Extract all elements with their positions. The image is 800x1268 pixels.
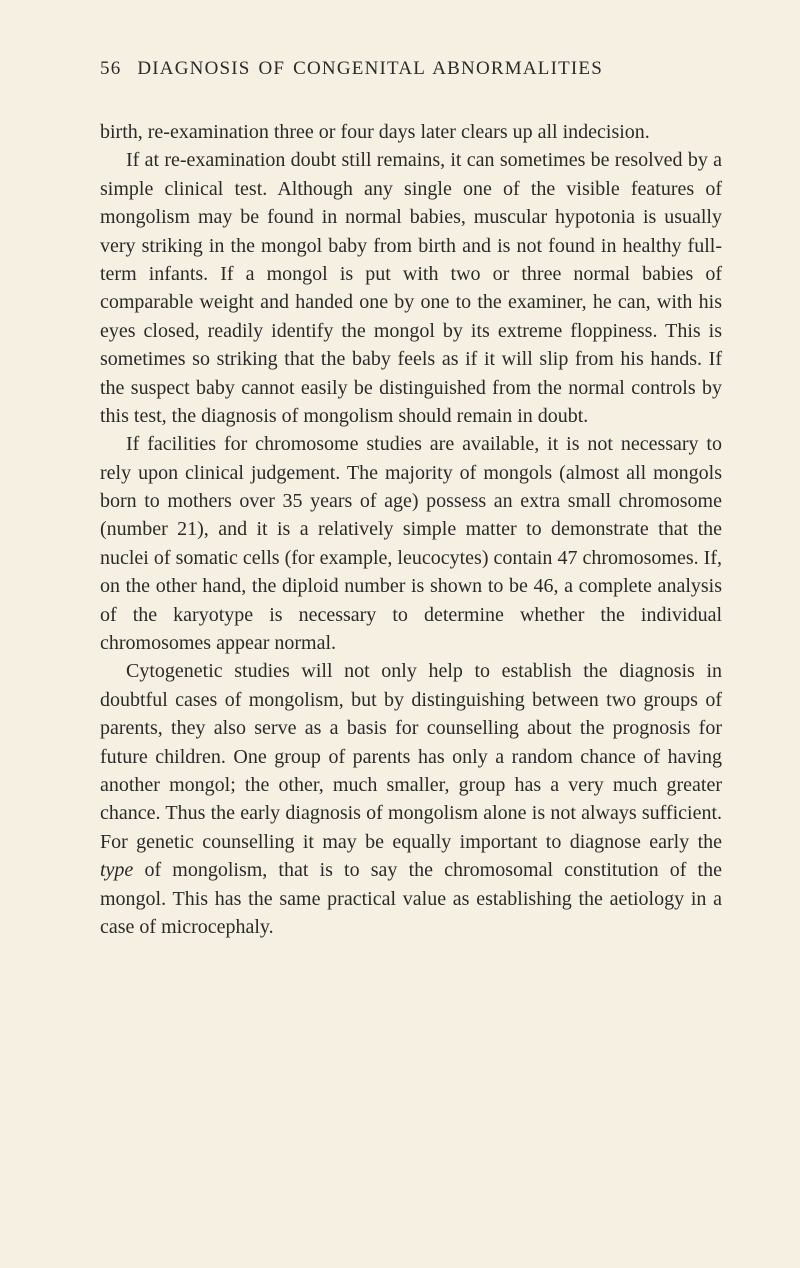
paragraph-4-part2: of mongolism, that is to say the chromos… — [100, 859, 722, 938]
header-title: DIAGNOSIS OF CONGENITAL ABNORMALITIES — [137, 58, 603, 79]
paragraph-4: Cytogenetic studies will not only help t… — [100, 657, 722, 941]
page-content: 56 DIAGNOSIS OF CONGENITAL ABNORMALITIES… — [0, 0, 800, 1001]
paragraph-1: birth, re-examination three or four days… — [100, 118, 722, 146]
page-number: 56 — [100, 58, 121, 79]
paragraph-4-italic: type — [100, 859, 133, 881]
paragraph-4-part1: Cytogenetic studies will not only help t… — [100, 660, 722, 852]
paragraph-2: If at re-examination doubt still remains… — [100, 146, 722, 430]
paragraph-3: If facilities for chromosome studies are… — [100, 430, 722, 657]
page-header: 56 DIAGNOSIS OF CONGENITAL ABNORMALITIES — [100, 58, 722, 80]
